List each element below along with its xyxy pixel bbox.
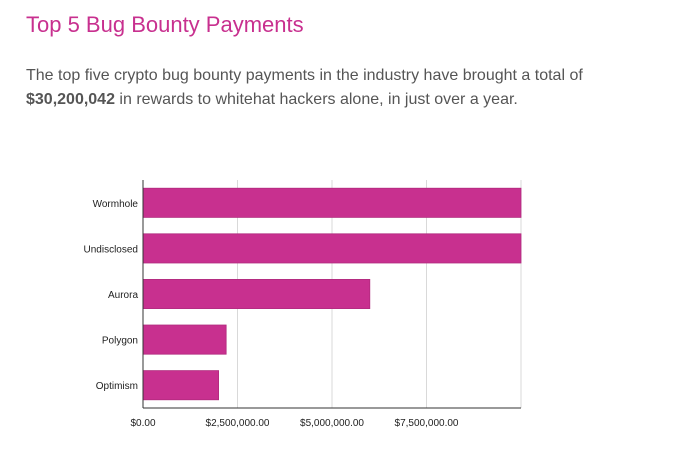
y-tick-label-undisclosed: Undisclosed — [84, 244, 138, 255]
bar-polygon — [142, 324, 227, 355]
y-tick-label-aurora: Aurora — [108, 290, 138, 301]
x-tick-label-0: $0.00 — [130, 418, 155, 429]
y-tick-label-polygon: Polygon — [102, 336, 138, 347]
bar-optimism — [142, 370, 220, 401]
x-tick-label-3: $7,500,000.00 — [395, 418, 459, 429]
y-tick-label-optimism: Optimism — [96, 381, 138, 392]
bar-wormhole — [142, 187, 522, 218]
x-tick-label-2: $5,000,000.00 — [300, 418, 364, 429]
bar-undisclosed — [142, 233, 522, 264]
y-tick-label-wormhole: Wormhole — [93, 199, 139, 210]
subtitle-text-end: in rewards to whitehat hackers alone, in… — [114, 91, 518, 108]
x-tick-label-1: $2,500,000.00 — [206, 418, 270, 429]
subtitle-total-amount: $30,200,042 — [26, 91, 115, 108]
subtitle-text-start: The top five crypto bug bounty payments … — [26, 67, 583, 84]
chart-title: Top 5 Bug Bounty Payments — [26, 12, 304, 37]
chart-subtitle: The top five crypto bug bounty payments … — [26, 64, 666, 112]
bar-aurora — [142, 279, 371, 309]
